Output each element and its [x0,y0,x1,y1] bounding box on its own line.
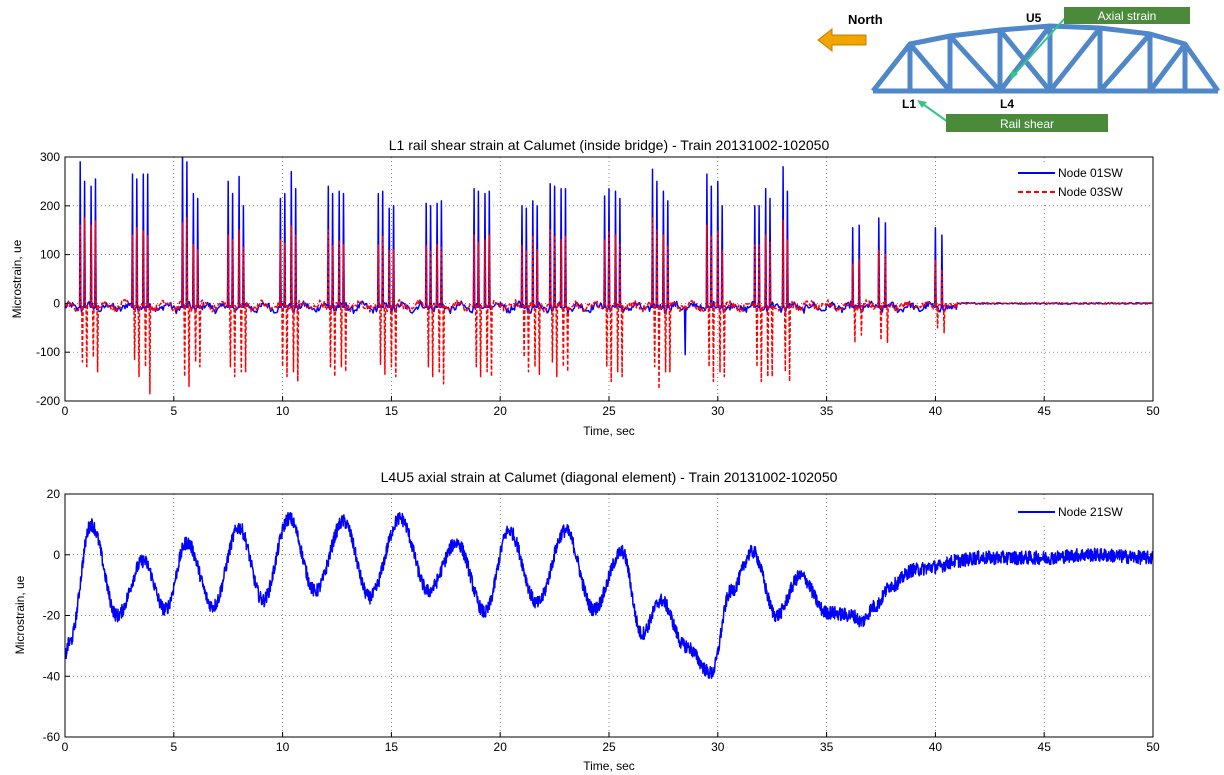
x-tick-label: 35 [820,740,834,754]
rail-shear-label: Rail shear [1000,117,1054,131]
x-tick-label: 10 [276,404,290,418]
series-line [65,511,1153,679]
x-tick-label: 15 [385,740,399,754]
series-line [65,217,1153,395]
x-tick-label: 40 [929,740,943,754]
y-axis-label: Microstrain, ue [13,575,27,654]
x-axis-label: Time, sec [583,759,635,773]
x-tick-label: 30 [711,404,725,418]
y-tick-label: 20 [47,487,61,501]
y-tick-label: 300 [40,150,60,164]
truss-icon [871,23,1221,94]
axial-strain-callout: Axial strain [1010,7,1190,80]
x-tick-label: 50 [1146,404,1160,418]
bridge-diagram: North U5 L1 L4 Axial strain [817,7,1221,132]
node-label-l1: L1 [902,97,916,111]
x-tick-label: 15 [385,404,399,418]
y-tick-label: 0 [53,548,60,562]
north-label: North [848,12,883,27]
x-tick-label: 25 [602,740,616,754]
legend: Node 21SW [1015,500,1152,524]
legend-label: Node 21SW [1058,505,1123,519]
axial-strain-label: Axial strain [1098,9,1157,23]
y-tick-label: -40 [43,669,61,683]
y-tick-label: 200 [40,199,60,213]
x-tick-label: 30 [711,740,725,754]
x-tick-label: 45 [1038,740,1052,754]
y-tick-label: -60 [43,730,61,744]
chart-title: L4U5 axial strain at Calumet (diagonal e… [381,469,838,485]
y-axis-label: Microstrain, ue [10,239,24,318]
x-tick-label: 0 [62,740,69,754]
legend-label: Node 03SW [1058,185,1123,199]
plot-area-frame [64,493,1154,738]
x-tick-label: 40 [929,404,943,418]
plot-area-frame [64,156,1154,402]
chart-title: L1 rail shear strain at Calumet (inside … [389,137,830,153]
axial-strain-chart: L4U5 axial strain at Calumet (diagonal e… [13,469,1160,773]
node-label-l4: L4 [1000,97,1014,111]
x-tick-label: 20 [494,740,508,754]
rail-shear-callout: Rail shear [917,100,1108,132]
x-tick-label: 35 [820,404,834,418]
legend-label: Node 01SW [1058,166,1123,180]
y-tick-label: -20 [43,609,61,623]
node-label-u5: U5 [1026,11,1042,25]
x-tick-label: 10 [276,740,290,754]
x-tick-label: 45 [1038,404,1052,418]
x-tick-label: 5 [170,404,177,418]
y-tick-label: 0 [53,296,60,310]
y-tick-label: -200 [36,394,60,408]
rail-shear-strain-chart: L1 rail shear strain at Calumet (inside … [10,137,1160,438]
x-tick-label: 20 [494,404,508,418]
y-tick-label: -100 [36,345,60,359]
x-tick-label: 25 [602,404,616,418]
x-tick-label: 5 [170,740,177,754]
x-axis-label: Time, sec [583,424,635,438]
north-arrow-icon [817,27,867,53]
x-tick-label: 50 [1146,740,1160,754]
x-tick-label: 0 [62,404,69,418]
legend: Node 01SW Node 03SW [1012,162,1152,202]
y-tick-label: 100 [40,248,60,262]
